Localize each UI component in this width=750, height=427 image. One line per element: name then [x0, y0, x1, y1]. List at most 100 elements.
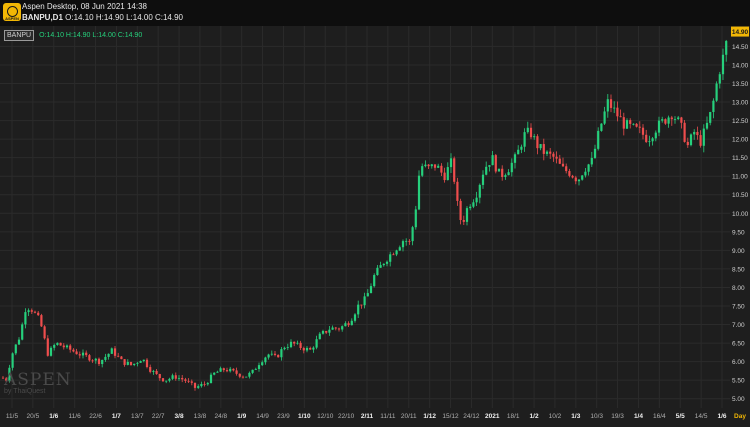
time-tick-label: 1/4 [634, 413, 643, 420]
candle-body [686, 141, 689, 146]
candle-body [88, 355, 91, 361]
candle-body [520, 146, 523, 150]
time-tick-label: 1/10 [298, 413, 311, 420]
candle-body [264, 357, 267, 363]
title-bar: ASPEN Aspen Desktop, 08 Jun 2021 14:38 B… [0, 0, 750, 26]
candle-body [379, 265, 382, 268]
candle-body [648, 141, 651, 143]
candle-body [536, 136, 539, 149]
candle-body [414, 209, 417, 228]
chart-canvas[interactable] [0, 26, 730, 408]
candle-body [392, 254, 395, 256]
symbol-timeframe: BANPU,D1 [22, 13, 63, 22]
candle-body [225, 370, 229, 372]
legend-symbol[interactable]: BANPU [4, 30, 35, 41]
candle-body [539, 144, 542, 149]
candle-body [494, 155, 497, 172]
candle-body [72, 349, 75, 352]
price-tick-label: 12.50 [732, 118, 749, 125]
candle-body [165, 380, 168, 382]
price-tick-label: 7.50 [732, 304, 745, 311]
candle-body [353, 314, 357, 321]
candle-body [305, 347, 309, 351]
candle-body [299, 342, 302, 349]
candle-body [206, 383, 209, 385]
candle-body [97, 358, 101, 365]
candle-body [267, 354, 270, 358]
candle-body [238, 373, 241, 377]
candle-body [209, 374, 213, 384]
candle-body [507, 172, 510, 176]
candle-body [485, 166, 488, 175]
price-tick-label: 14.00 [732, 62, 749, 69]
candle-body [139, 361, 142, 363]
time-tick-label: 11/11 [380, 413, 396, 420]
time-tick-label: 10/2 [549, 413, 562, 420]
candle-body [373, 275, 376, 287]
time-tick-label: 14/9 [256, 413, 269, 420]
header-ohlc-values: O:14.10 H:14.90 L:14.00 C:14.90 [65, 13, 184, 22]
candle-body [337, 328, 341, 330]
candle-body [328, 329, 331, 333]
time-tick-label: 22/6 [89, 413, 102, 420]
time-tick-label: 13/7 [131, 413, 144, 420]
candle-body [705, 122, 709, 129]
price-tick-label: 12.00 [732, 137, 749, 144]
time-tick-label: 1/6 [717, 413, 726, 420]
candle-body [616, 107, 619, 117]
candle-body [49, 347, 53, 356]
candle-body [117, 355, 120, 357]
last-price-label: 14.90 [732, 29, 749, 36]
candle-body [360, 304, 363, 306]
candle-body [53, 344, 56, 348]
time-tick-label: 16/4 [653, 413, 666, 420]
candle-body [17, 339, 21, 345]
price-axis[interactable]: 5.00 5.50 6.00 6.50 7.00 7.50 8.00 8.50 9.00 9.50… [730, 26, 750, 408]
candle-body [251, 369, 254, 373]
candle-body [302, 348, 305, 351]
time-axis[interactable]: 11/5 20/5 1/6 11/6 22/6 1/7 13/7 22/7 3/8 13/8 24/… [0, 408, 750, 422]
candle-body [456, 181, 459, 201]
legend-ohlc-values: O:14.10 H:14.90 L:14.00 C:14.90 [39, 32, 143, 39]
candle-body [341, 326, 344, 330]
candle-body [542, 144, 545, 154]
price-tick-label: 8.50 [732, 266, 745, 273]
candle-body [712, 100, 715, 113]
candle-body [635, 123, 638, 127]
candle-body [197, 386, 200, 388]
price-tick-label: 11.00 [732, 174, 748, 181]
time-tick-label: 1/2 [530, 413, 539, 420]
candlestick-plot[interactable] [0, 26, 730, 408]
window-title: Aspen Desktop, 08 Jun 2021 14:38 [22, 2, 147, 11]
time-tick-label: 11/5 [6, 413, 19, 420]
candle-body [510, 162, 513, 173]
candle-body [69, 345, 72, 350]
price-tick-label: 10.50 [732, 192, 749, 199]
candle-body [721, 54, 725, 75]
candle-body [94, 358, 97, 361]
time-axis-labels: 11/5 20/5 1/6 11/6 22/6 1/7 13/7 22/7 3/8 13/8 24/… [6, 413, 746, 420]
price-tick-label: 6.50 [732, 341, 745, 348]
candle-body [190, 381, 193, 383]
chart-legend[interactable]: BANPU O:14.10 H:14.90 L:14.00 C:14.90 [4, 30, 142, 41]
time-tick-label: 22/10 [338, 413, 355, 420]
candle-body [1, 377, 5, 379]
candle-body [133, 363, 136, 366]
candle-body [174, 375, 177, 379]
last-price-marker [731, 26, 749, 37]
candle-body [85, 352, 88, 356]
time-tick-label: 18/1 [507, 413, 520, 420]
candle-body [417, 175, 421, 210]
time-tick-label: 20/11 [401, 413, 417, 420]
candle-body [14, 344, 17, 354]
time-tick-label: 23/9 [277, 413, 290, 420]
candle-body [513, 154, 517, 163]
time-tick-label: 1/9 [237, 413, 246, 420]
price-tick-label: 10.00 [732, 211, 749, 218]
candle-body [517, 149, 520, 155]
candle-body [91, 360, 94, 362]
candle-body [229, 368, 232, 372]
candle-body [421, 166, 424, 176]
candle-body [680, 117, 683, 123]
candle-body [280, 349, 283, 358]
